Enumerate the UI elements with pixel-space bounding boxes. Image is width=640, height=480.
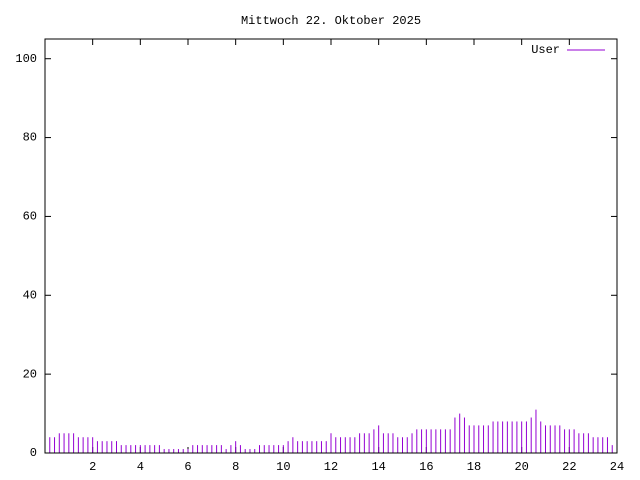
x-tick-label: 10: [276, 460, 290, 474]
y-tick-label: 40: [23, 288, 37, 302]
plot-border: [44, 38, 618, 454]
x-tick-label: 20: [514, 460, 528, 474]
y-tick-label: 60: [23, 210, 37, 224]
y-tick-label: 80: [23, 131, 37, 145]
y-tick-label: 100: [15, 52, 37, 66]
x-tick-label: 6: [184, 460, 191, 474]
x-tick-label: 4: [137, 460, 144, 474]
chart-title: Mittwoch 22. Oktober 2025: [241, 14, 421, 28]
x-tick-label: 18: [467, 460, 481, 474]
y-tick-label: 20: [23, 367, 37, 381]
x-tick-label: 12: [324, 460, 338, 474]
x-tick-label: 14: [371, 460, 385, 474]
y-tick-label: 0: [30, 446, 37, 460]
x-tick-label: 24: [610, 460, 624, 474]
x-tick-label: 2: [89, 460, 96, 474]
x-tick-label: 16: [419, 460, 433, 474]
x-tick-label: 8: [232, 460, 239, 474]
x-tick-label: 22: [562, 460, 576, 474]
legend-label: User: [531, 43, 560, 57]
